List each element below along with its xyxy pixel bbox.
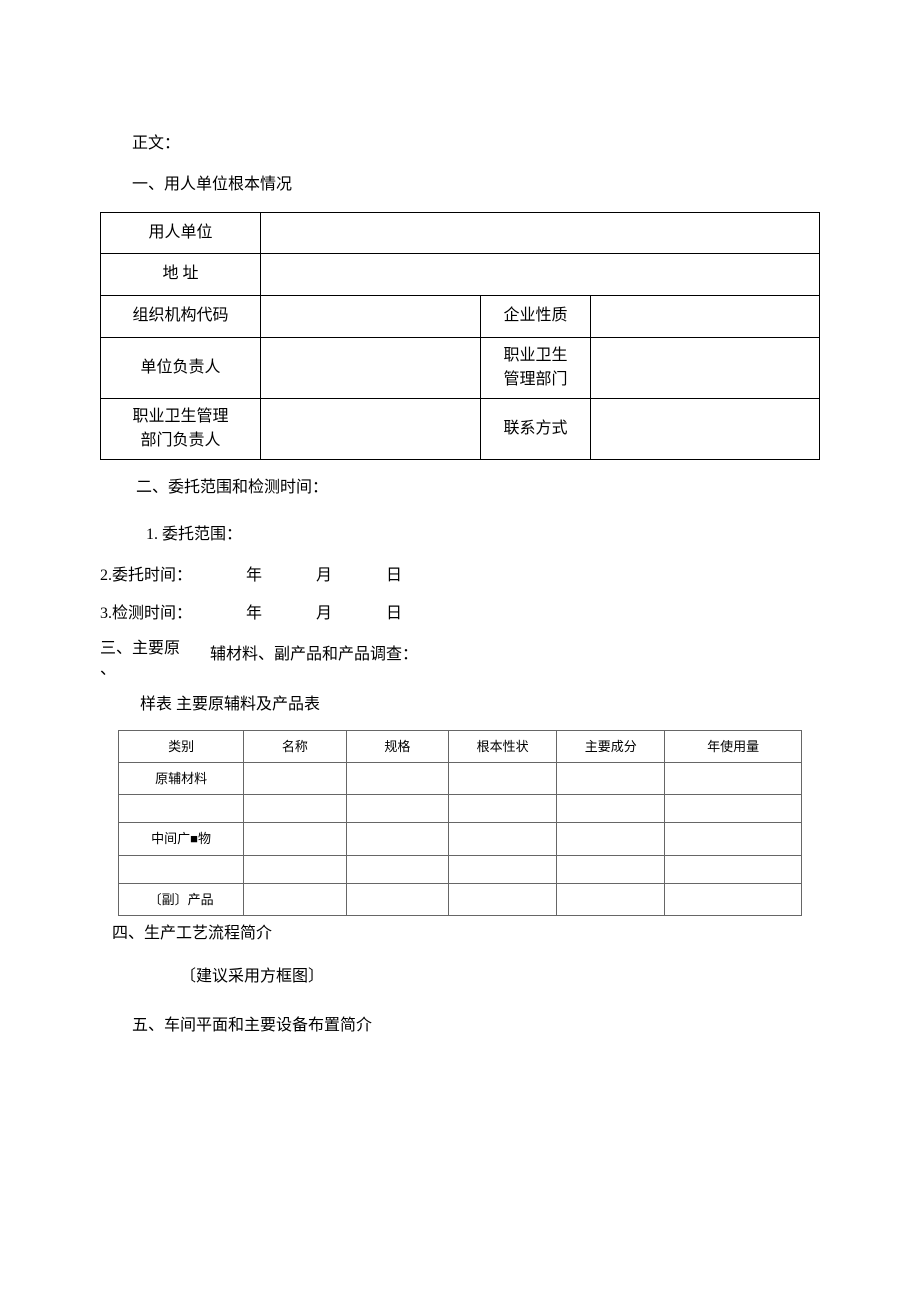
month-label: 月 <box>316 605 332 622</box>
cell <box>244 883 346 915</box>
health-dept-head-value <box>261 398 481 459</box>
item1-scope: 1. 委托范围： <box>136 521 820 550</box>
cell <box>346 795 448 823</box>
item2-entrust-time: 2.委托时间： 年 月 日 <box>100 562 820 591</box>
table-row: 地 址 <box>101 254 820 296</box>
table-row: 单位负责人 职业卫生 管理部门 <box>101 337 820 398</box>
health-dept-head-label-line1: 职业卫生管理 <box>132 408 228 425</box>
category-cell: 原辅材料 <box>119 762 244 794</box>
year-label: 年 <box>246 567 262 584</box>
enterprise-nature-label: 企业性质 <box>481 296 591 338</box>
contact-label: 联系方式 <box>481 398 591 459</box>
header-spec: 规格 <box>346 730 448 762</box>
employer-value <box>261 212 820 254</box>
header-property: 根本性状 <box>449 730 557 762</box>
cell <box>665 823 802 855</box>
header-name: 名称 <box>244 730 346 762</box>
cell <box>557 883 665 915</box>
cell <box>665 855 802 883</box>
header-usage: 年使用量 <box>665 730 802 762</box>
material-table: 类别 名称 规格 根本性状 主要成分 年使用量 原辅材料 中间广■物 〔副〕产品 <box>118 730 802 917</box>
cell <box>557 762 665 794</box>
table-row <box>119 855 802 883</box>
org-code-value <box>261 296 481 338</box>
month-label: 月 <box>316 567 332 584</box>
cell <box>449 823 557 855</box>
table-row: 用人单位 <box>101 212 820 254</box>
health-dept-head-label-line2: 部门负责人 <box>140 432 220 449</box>
cell <box>449 795 557 823</box>
section5-title: 五、车间平面和主要设备布置简介 <box>100 1012 820 1041</box>
cell <box>449 883 557 915</box>
section3-left: 三、主要原 、 <box>100 639 210 681</box>
cell <box>665 883 802 915</box>
unit-head-value <box>261 337 481 398</box>
cell <box>244 823 346 855</box>
section4-title: 四、生产工艺流程简介 <box>100 920 820 949</box>
table-row: 〔副〕产品 <box>119 883 802 915</box>
cell <box>449 762 557 794</box>
cell <box>665 795 802 823</box>
unit-head-label: 单位负责人 <box>101 337 261 398</box>
health-dept-label-line1: 职业卫生 <box>503 347 567 364</box>
section2-title: 二、委托范围和检测时间： <box>136 474 820 503</box>
detect-time-label: 3.检测时间： <box>100 605 192 622</box>
cell <box>557 855 665 883</box>
table-row: 组织机构代码 企业性质 <box>101 296 820 338</box>
cell <box>346 855 448 883</box>
category-cell: 中间广■物 <box>119 823 244 855</box>
category-cell: 〔副〕产品 <box>119 883 244 915</box>
category-cell <box>119 795 244 823</box>
sample-table-title: 样表 主要原辅料及产品表 <box>100 691 820 720</box>
cell <box>346 823 448 855</box>
section3-left-line1: 三、主要原 <box>100 640 180 657</box>
item3-detect-time: 3.检测时间： 年 月 日 <box>100 600 820 629</box>
cell <box>244 762 346 794</box>
table-row <box>119 795 802 823</box>
cell <box>557 795 665 823</box>
employer-label: 用人单位 <box>101 212 261 254</box>
category-cell <box>119 855 244 883</box>
cell <box>346 762 448 794</box>
header-category: 类别 <box>119 730 244 762</box>
section1-title: 一、用人单位根本情况 <box>100 171 820 200</box>
cell <box>665 762 802 794</box>
section3-left-line2: 、 <box>100 661 116 678</box>
enterprise-nature-value <box>591 296 820 338</box>
health-dept-value <box>591 337 820 398</box>
health-dept-head-label: 职业卫生管理 部门负责人 <box>101 398 261 459</box>
table-row: 中间广■物 <box>119 823 802 855</box>
section3-right: 辅材料、副产品和产品调查： <box>210 639 820 670</box>
suggest-text: 〔建议采用方框图〕 <box>100 963 820 992</box>
cell <box>449 855 557 883</box>
entrust-time-label: 2.委托时间： <box>100 567 192 584</box>
table-row: 职业卫生管理 部门负责人 联系方式 <box>101 398 820 459</box>
employer-info-table: 用人单位 地 址 组织机构代码 企业性质 单位负责人 职业卫生 管理部门 职业卫… <box>100 212 820 460</box>
health-dept-label-line2: 管理部门 <box>503 371 567 388</box>
cell <box>346 883 448 915</box>
day-label: 日 <box>386 605 402 622</box>
header-component: 主要成分 <box>557 730 665 762</box>
section3-title: 三、主要原 、 辅材料、副产品和产品调查： <box>100 639 820 681</box>
year-label: 年 <box>246 605 262 622</box>
health-dept-label: 职业卫生 管理部门 <box>481 337 591 398</box>
contact-value <box>591 398 820 459</box>
preface-text: 正文： <box>100 130 820 159</box>
org-code-label: 组织机构代码 <box>101 296 261 338</box>
cell <box>244 855 346 883</box>
address-label: 地 址 <box>101 254 261 296</box>
cell <box>244 795 346 823</box>
address-value <box>261 254 820 296</box>
table-header-row: 类别 名称 规格 根本性状 主要成分 年使用量 <box>119 730 802 762</box>
cell <box>557 823 665 855</box>
day-label: 日 <box>386 567 402 584</box>
table-row: 原辅材料 <box>119 762 802 794</box>
